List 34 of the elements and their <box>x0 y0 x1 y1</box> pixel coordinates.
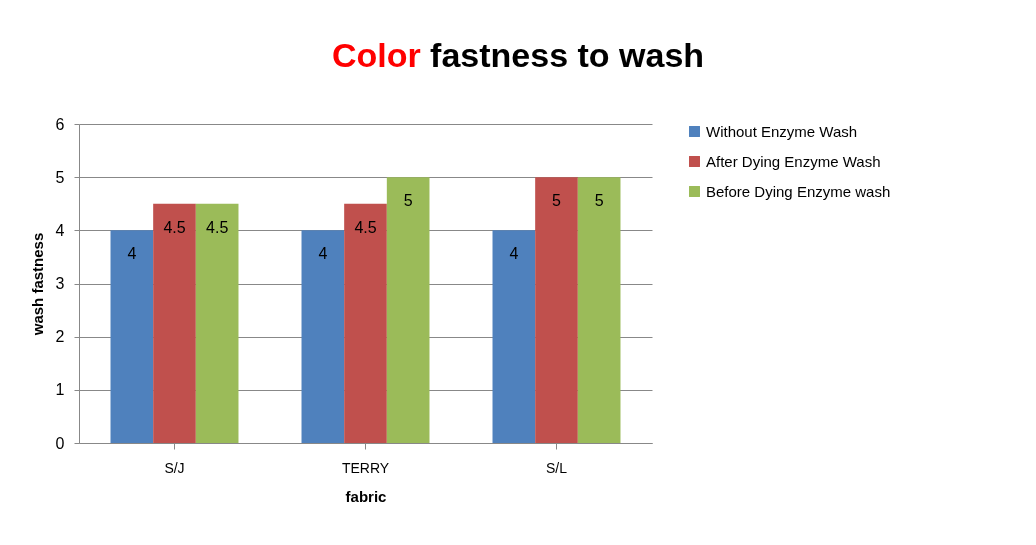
chart-title: Color fastness to wash <box>330 36 706 75</box>
bar <box>153 203 196 443</box>
data-label: 4 <box>127 245 137 263</box>
legend-label: Without Enzyme Wash <box>706 122 858 140</box>
legend-label: After Dying Enzyme Wash <box>706 152 881 170</box>
y-axis-title: wash fastness <box>28 232 46 337</box>
bar <box>535 177 578 443</box>
data-label: 4 <box>509 245 519 263</box>
bar <box>344 203 387 443</box>
bar <box>301 230 345 443</box>
x-tick-label: S/J <box>164 459 185 476</box>
data-label: 4.5 <box>163 218 186 236</box>
x-tick-label: TERRY <box>341 459 390 476</box>
data-label: 5 <box>403 192 413 210</box>
y-tick-label: 0 <box>55 434 65 452</box>
data-label: 5 <box>594 192 604 210</box>
bar <box>386 177 430 443</box>
data-label: 5 <box>552 192 562 210</box>
y-tick-label: 2 <box>55 328 65 346</box>
data-label: 4 <box>318 245 328 263</box>
data-label: 4.5 <box>354 218 377 236</box>
legend-label: Before Dying Enzyme wash <box>706 182 891 200</box>
bar <box>195 203 239 443</box>
y-tick-label: 3 <box>55 275 65 292</box>
x-axis-title: fabric <box>345 487 387 505</box>
bar <box>577 177 621 443</box>
data-label: 4.5 <box>206 218 229 236</box>
bar <box>492 230 536 443</box>
y-tick-label: 6 <box>55 115 65 133</box>
bar <box>110 230 154 443</box>
x-tick-label: S/L <box>545 459 568 476</box>
y-tick-label: 1 <box>55 381 65 399</box>
y-tick-label: 4 <box>55 221 65 239</box>
y-tick-label: 5 <box>55 168 65 186</box>
